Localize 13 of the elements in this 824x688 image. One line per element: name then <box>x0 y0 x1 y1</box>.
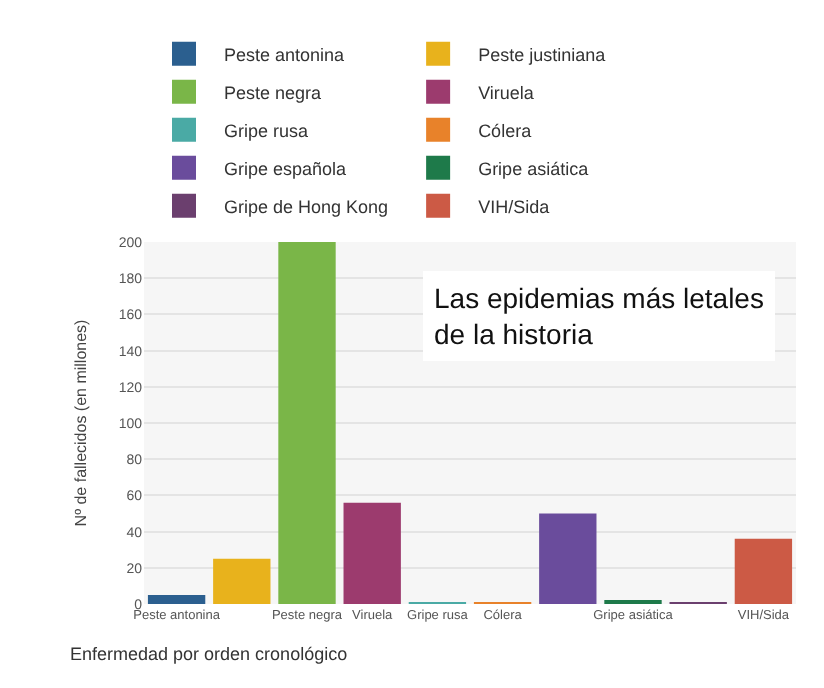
text: Las epidemias más letales de la historia <box>434 282 764 351</box>
legend-label: Gripe española <box>224 158 347 179</box>
legend-label: Peste negra <box>224 82 322 103</box>
legend-label: VIH/Sida <box>478 196 550 217</box>
x-axis-title: Enfermedad por orden cronológico <box>70 644 348 664</box>
legend-label: Gripe rusa <box>224 120 309 141</box>
legend-label: Viruela <box>478 82 534 103</box>
y-axis-title: Nº de fallecidos (en millones) <box>72 318 91 527</box>
legend-label: Gripe de Hong Kong <box>224 196 389 217</box>
legend-label: Gripe asiática <box>478 158 589 179</box>
legend-label: Peste justiniana <box>478 44 606 65</box>
legend-label: Cólera <box>478 120 532 141</box>
legend-label: Peste antonina <box>224 44 345 65</box>
